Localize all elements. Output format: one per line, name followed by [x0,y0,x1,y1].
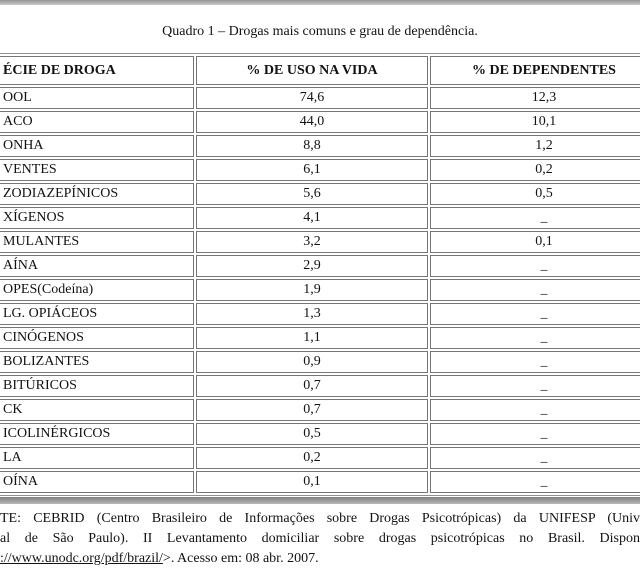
table-row: OOL 74,6 12,3 [0,87,640,109]
table-row: BOLIZANTES 0,9 _ [0,351,640,373]
life-use-cell: 44,0 [196,111,428,133]
species-cell: MULANTES [0,231,194,253]
table-row: OÍNA 0,1 _ [0,471,640,493]
source-note-line-3: ://www.unodc.org/pdf/brazil/>. Acesso em… [0,549,640,569]
dependents-cell: _ [430,375,640,397]
dependents-cell: _ [430,327,640,349]
dependents-cell: 0,5 [430,183,640,205]
table-row: LA 0,2 _ [0,447,640,469]
table-row: ICOLINÉRGICOS 0,5 _ [0,423,640,445]
species-cell: OPES(Codeína) [0,279,194,301]
section-divider-bar [0,497,640,504]
life-use-cell: 74,6 [196,87,428,109]
species-cell: LG. OPIÁCEOS [0,303,194,325]
life-use-cell: 8,8 [196,135,428,157]
header-life-use: % DE USO NA VIDA [196,56,428,85]
table-row: ACO 44,0 10,1 [0,111,640,133]
life-use-cell: 0,1 [196,471,428,493]
dependents-cell: _ [430,303,640,325]
table-row: CINÓGENOS 1,1 _ [0,327,640,349]
dependents-cell: _ [430,399,640,421]
dependents-cell: _ [430,471,640,493]
table-row: ONHA 8,8 1,2 [0,135,640,157]
header-species: ÉCIE DE DROGA [0,56,194,85]
species-cell: ONHA [0,135,194,157]
source-url-link[interactable]: ://www.unodc.org/pdf/brazil/ [0,551,163,566]
table-row: BITÚRICOS 0,7 _ [0,375,640,397]
source-note-line-2: al de São Paulo). II Levantamento domici… [0,531,640,546]
table-header-row: ÉCIE DE DROGA % DE USO NA VIDA % DE DEPE… [0,56,640,85]
table-row: AÍNA 2,9 _ [0,255,640,277]
species-cell: ICOLINÉRGICOS [0,423,194,445]
species-cell: OOL [0,87,194,109]
dependents-cell: 10,1 [430,111,640,133]
dependents-cell: _ [430,255,640,277]
species-cell: BITÚRICOS [0,375,194,397]
drug-table-body: OOL 74,6 12,3 ACO 44,0 10,1 ONHA 8,8 1,2 VENTES 6,… [0,87,640,493]
dependents-cell: 1,2 [430,135,640,157]
life-use-cell: 1,3 [196,303,428,325]
species-cell: ZODIAZEPÍNICOS [0,183,194,205]
source-note-line-1: TE: CEBRID (Centro Brasileiro de Informa… [0,511,640,526]
life-use-cell: 0,7 [196,375,428,397]
dependents-cell: _ [430,351,640,373]
dependents-cell: 12,3 [430,87,640,109]
life-use-cell: 4,1 [196,207,428,229]
header-dependents: % DE DEPENDENTES [430,56,640,85]
species-cell: CINÓGENOS [0,327,194,349]
source-access-date: >. Acesso em: 08 abr. 2007. [162,551,319,566]
table-row: CK 0,7 _ [0,399,640,421]
window-top-bar [0,0,640,5]
table-caption: Quadro 1 – Drogas mais comuns e grau de … [162,24,478,39]
dependents-cell: _ [430,279,640,301]
dependents-cell: _ [430,447,640,469]
table-row: MULANTES 3,2 0,1 [0,231,640,253]
life-use-cell: 1,9 [196,279,428,301]
species-cell: ACO [0,111,194,133]
species-cell: BOLIZANTES [0,351,194,373]
life-use-cell: 5,6 [196,183,428,205]
life-use-cell: 3,2 [196,231,428,253]
life-use-cell: 1,1 [196,327,428,349]
life-use-cell: 0,5 [196,423,428,445]
table-row: OPES(Codeína) 1,9 _ [0,279,640,301]
table-row: VENTES 6,1 0,2 [0,159,640,181]
dependents-cell: _ [430,423,640,445]
life-use-cell: 0,7 [196,399,428,421]
species-cell: OÍNA [0,471,194,493]
table-row: XÍGENOS 4,1 _ [0,207,640,229]
life-use-cell: 0,2 [196,447,428,469]
source-note: TE: CEBRID (Centro Brasileiro de Informa… [0,504,640,569]
life-use-cell: 0,9 [196,351,428,373]
life-use-cell: 6,1 [196,159,428,181]
species-cell: LA [0,447,194,469]
species-cell: XÍGENOS [0,207,194,229]
life-use-cell: 2,9 [196,255,428,277]
drug-table: ÉCIE DE DROGA % DE USO NA VIDA % DE DEPE… [0,53,640,496]
species-cell: CK [0,399,194,421]
dependents-cell: 0,2 [430,159,640,181]
table-row: ZODIAZEPÍNICOS 5,6 0,5 [0,183,640,205]
species-cell: VENTES [0,159,194,181]
dependents-cell: _ [430,207,640,229]
dependents-cell: 0,1 [430,231,640,253]
table-container: ÉCIE DE DROGA % DE USO NA VIDA % DE DEPE… [0,53,640,496]
species-cell: AÍNA [0,255,194,277]
table-row: LG. OPIÁCEOS 1,3 _ [0,303,640,325]
